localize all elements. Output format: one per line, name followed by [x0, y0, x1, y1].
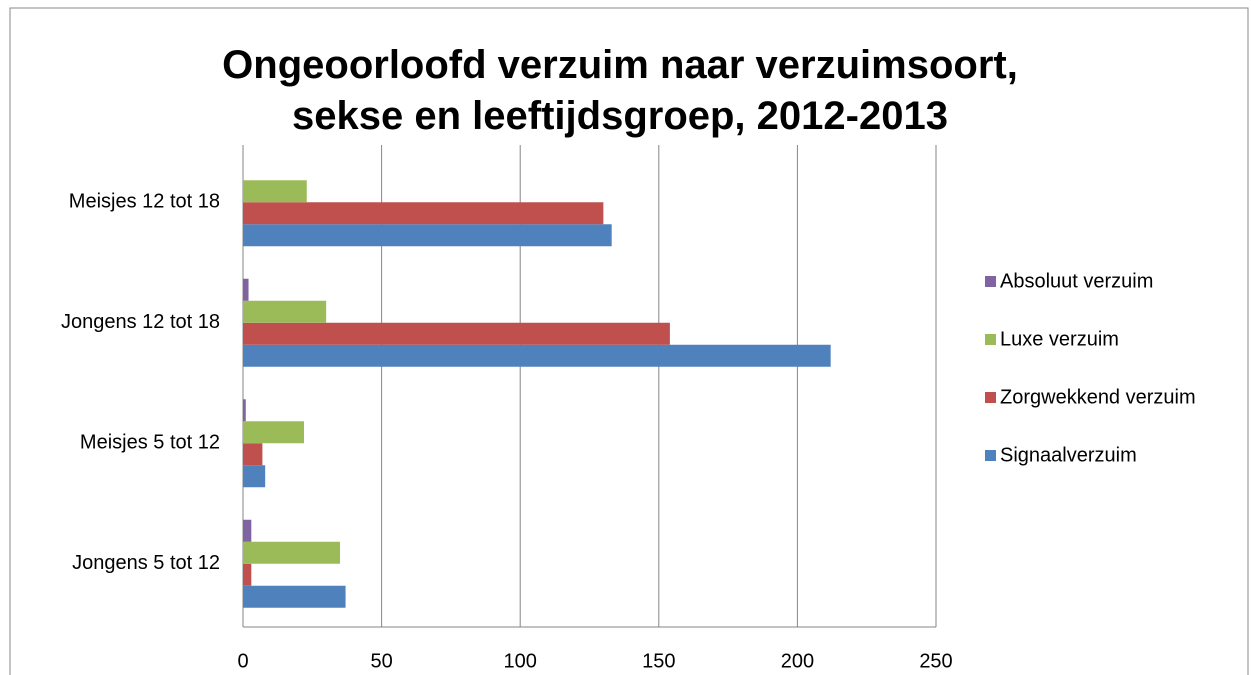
legend-label: Zorgwekkend verzuim [1000, 386, 1196, 408]
legend-swatch [985, 276, 996, 287]
x-tick-label: 150 [642, 650, 675, 672]
bar [243, 322, 670, 345]
bar [243, 224, 612, 247]
legend-swatch [985, 450, 996, 461]
y-tick-label: Meisjes 5 tot 12 [80, 432, 220, 454]
x-tick-label: 200 [781, 650, 814, 672]
y-tick-label: Jongens 12 tot 18 [61, 311, 220, 333]
y-tick-label: Jongens 5 tot 12 [72, 552, 220, 574]
legend-label: Signaalverzuim [1000, 444, 1137, 466]
bar [243, 344, 831, 367]
x-tick-label: 0 [237, 650, 248, 672]
x-tick-label: 50 [370, 650, 392, 672]
legend-label: Luxe verzuim [1000, 328, 1119, 350]
bar [243, 519, 252, 542]
bar [243, 202, 604, 225]
bar [243, 180, 307, 203]
chart-frame [9, 7, 1249, 675]
bar [243, 300, 327, 323]
bar [243, 278, 249, 301]
x-tick-label: 250 [919, 650, 952, 672]
chart-title: Ongeoorloofd verzuim naar verzuimsoort, … [222, 43, 1018, 138]
bar [243, 465, 266, 488]
bar [243, 399, 246, 422]
bar [243, 443, 263, 466]
bar [243, 585, 346, 608]
y-tick-label: Meisjes 12 tot 18 [69, 191, 220, 213]
legend-swatch [985, 334, 996, 345]
bar [243, 563, 252, 586]
legend-label: Absoluut verzuim [1000, 270, 1153, 292]
legend-swatch [985, 392, 996, 403]
bar [243, 421, 304, 444]
x-tick-label: 100 [504, 650, 537, 672]
bar [243, 541, 341, 564]
